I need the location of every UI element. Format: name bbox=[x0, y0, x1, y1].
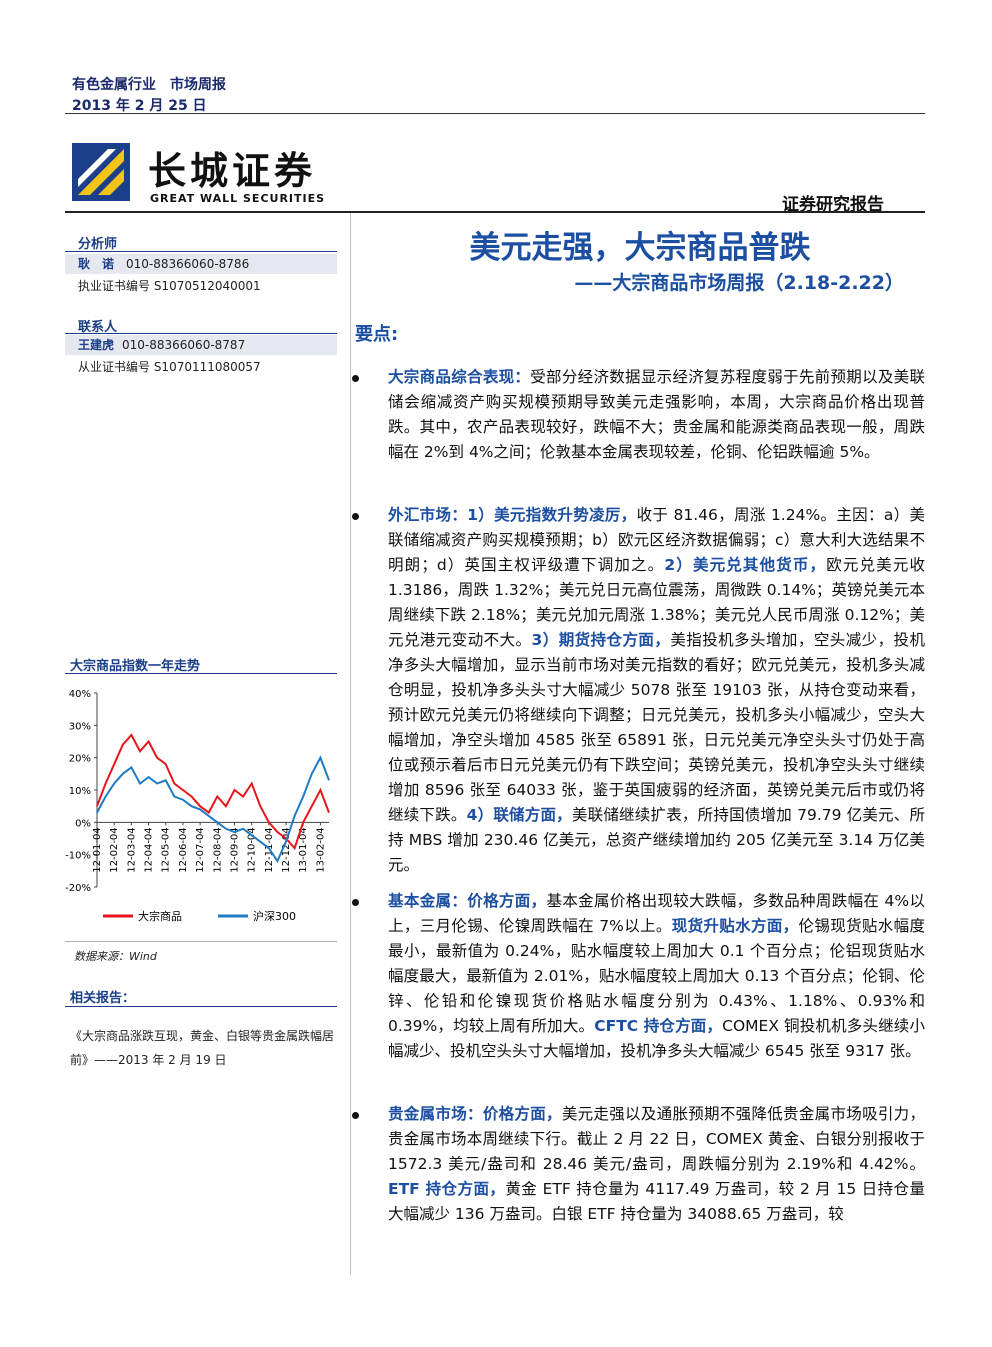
date: 2013 年 2 月 25 日 bbox=[72, 98, 207, 114]
emphasis: 贵金属市场：价格方面， bbox=[388, 1105, 562, 1123]
analyst-name: 耿 诺 bbox=[78, 257, 115, 271]
y-tick-label: 10% bbox=[69, 786, 91, 797]
y-tick-label: -10% bbox=[65, 851, 91, 862]
x-tick-label: 12-05-04 bbox=[161, 827, 172, 872]
emphasis: 4）联储方面， bbox=[466, 806, 572, 824]
divider bbox=[350, 213, 351, 1275]
logo-stripe bbox=[78, 149, 124, 195]
rule bbox=[65, 211, 925, 213]
key-point: 外汇市场：1）美元指数升势凌厉，收于 81.46，周涨 1.24%。主因：a）美… bbox=[388, 503, 925, 878]
bullet bbox=[352, 375, 359, 382]
text: 黄金 ETF 持仓量为 4117.49 万盎司，较 2 月 15 日持仓量大幅减… bbox=[388, 1180, 925, 1223]
legend-label: 大宗商品 bbox=[138, 909, 182, 923]
x-tick-label: 12-02-04 bbox=[109, 827, 120, 872]
industry-text: 有色金属行业 bbox=[72, 77, 156, 93]
rule bbox=[65, 113, 925, 114]
text: 美联储继续扩表，所持国债增加 79.79 亿美元、所持 MBS 增加 230.4… bbox=[388, 806, 925, 874]
text: 美元走强以及通胀预期不强降低贵金属市场吸引力，贵金属市场本周继续下行。截止 2 … bbox=[388, 1105, 925, 1173]
rule bbox=[65, 673, 337, 674]
bullet bbox=[352, 513, 359, 520]
emphasis: CFTC 持仓方面， bbox=[594, 1017, 723, 1035]
logo-icon bbox=[72, 143, 130, 201]
industry: 有色金属行业 市场周报 bbox=[72, 74, 226, 94]
key-point: 贵金属市场：价格方面，美元走强以及通胀预期不强降低贵金属市场吸引力，贵金属市场本… bbox=[388, 1102, 925, 1227]
report-type: 市场周报 bbox=[170, 77, 226, 93]
key-point: 大宗商品综合表现：受部分经济数据显示经济复苏程度弱于先前预期以及美联储会缩减资产… bbox=[388, 365, 925, 465]
text: 美指投机多头增加，空头减少，投机净多头大幅增加，显示当前市场对美元指数的看好；欧… bbox=[388, 631, 925, 824]
logo-stripe bbox=[98, 169, 124, 195]
text: 收于 81.46，周涨 1.24%。主因：a）美联储缩减资产购买规模预期；b）欧… bbox=[388, 506, 925, 574]
emphasis: 现货升贴水方面， bbox=[671, 917, 799, 935]
contact-heading: 联系人 bbox=[78, 320, 118, 335]
key-point: 基本金属：价格方面，基本金属价格出现较大跌幅，多数品种周跌幅在 4%以上，三月伦… bbox=[388, 889, 925, 1064]
logo-en: GREAT WALL SECURITIES bbox=[150, 192, 326, 205]
source: 数据来源：Wind bbox=[74, 950, 157, 963]
key-points-heading: 要点: bbox=[355, 324, 399, 345]
y-tick-label: 0% bbox=[75, 818, 91, 829]
text: 受部分经济数据显示经济复苏程度弱于先前预期以及美联储会缩减资产购买规模预期导致美… bbox=[388, 368, 925, 461]
text: 欧元兑美元收 1.3186，周跌 1.32%；美元兑日元高位震荡，周微跌 0.1… bbox=[388, 556, 925, 649]
text: 基本金属价格出现较大跌幅，多数品种周跌幅在 4%以上，三月伦锡、伦镍周跌幅在 7… bbox=[388, 892, 925, 935]
legend-label: 沪深300 bbox=[253, 909, 296, 923]
rule bbox=[65, 251, 337, 252]
analyst-heading: 分析师 bbox=[78, 237, 118, 252]
x-tick-label: 13-01-04 bbox=[298, 827, 309, 872]
x-tick-label: 12-04-04 bbox=[144, 827, 155, 872]
y-tick-label: -20% bbox=[65, 883, 91, 894]
x-tick-label: 12-09-04 bbox=[229, 827, 240, 872]
x-tick-label: 12-12-04 bbox=[281, 827, 292, 872]
emphasis: 基本金属：价格方面， bbox=[388, 892, 547, 910]
x-tick-label: 12-06-04 bbox=[178, 827, 189, 872]
x-tick-label: 12-08-04 bbox=[212, 827, 223, 872]
chart: 40% 30% 20% 10% 0% -10% -20%12-01-04 12-02-04 12… bbox=[65, 689, 330, 923]
logo-cn: 长城证券 bbox=[148, 148, 317, 193]
contact-row: 王建虎 010-88366060-8787 bbox=[65, 335, 337, 355]
analyst-cert: 执业证书编号 S1070512040001 bbox=[78, 279, 261, 293]
x-tick-label: 12-07-04 bbox=[195, 827, 206, 872]
contact-phone: 010-88366060-8787 bbox=[122, 338, 246, 352]
doc-type: 证券研究报告 bbox=[782, 195, 884, 215]
analyst-row: 耿 诺 010-88366060-8786 bbox=[65, 254, 337, 274]
emphasis: ETF 持仓方面， bbox=[388, 1180, 506, 1198]
x-tick-label: 12-10-04 bbox=[247, 827, 258, 872]
series-line bbox=[96, 733, 330, 851]
analyst-phone: 010-88366060-8786 bbox=[126, 257, 250, 271]
rule bbox=[65, 941, 337, 942]
text: COMEX 铜投机机多头继续小幅减少、投机空头头寸大幅增加，投机净多头大幅减少 … bbox=[388, 1017, 925, 1060]
contact-name: 王建虎 bbox=[78, 338, 115, 352]
y-tick-label: 40% bbox=[69, 689, 91, 700]
related-report: 《大宗商品涨跌互现，黄金、白银等贵金属跌幅居前》——2013 年 2 月 19 … bbox=[70, 1029, 335, 1067]
y-tick-label: 20% bbox=[69, 754, 91, 765]
x-tick-label: 12-03-04 bbox=[126, 827, 137, 872]
emphasis: 2）美元兑其他货币， bbox=[664, 556, 827, 574]
related-heading: 相关报告： bbox=[70, 991, 136, 1006]
rule bbox=[65, 333, 337, 334]
bullet bbox=[352, 899, 359, 906]
bullet bbox=[352, 1112, 359, 1119]
chart-heading: 大宗商品指数一年走势 bbox=[70, 659, 201, 674]
logo-stripe bbox=[78, 149, 116, 187]
title: 美元走强，大宗商品普跌 bbox=[469, 230, 811, 266]
rule bbox=[65, 1006, 337, 1007]
emphasis: 大宗商品综合表现： bbox=[388, 368, 531, 386]
subtitle: ——大宗商品市场周报（2.18-2.22） bbox=[574, 272, 904, 294]
emphasis: 3）期货持仓方面， bbox=[531, 631, 671, 649]
y-tick-label: 30% bbox=[69, 721, 91, 732]
series-line bbox=[96, 755, 330, 864]
x-tick-label: 12-01-04 bbox=[92, 827, 103, 872]
x-tick-label: 13-02-04 bbox=[315, 827, 326, 872]
contact-cert: 从业证书编号 S1070111080057 bbox=[78, 360, 261, 374]
text: 伦锡现货贴水幅度最小，最新值为 0.24%，贴水幅度较上周加大 0.1 个百分点… bbox=[388, 917, 925, 1035]
emphasis: 外汇市场：1）美元指数升势凌厉， bbox=[388, 506, 637, 524]
